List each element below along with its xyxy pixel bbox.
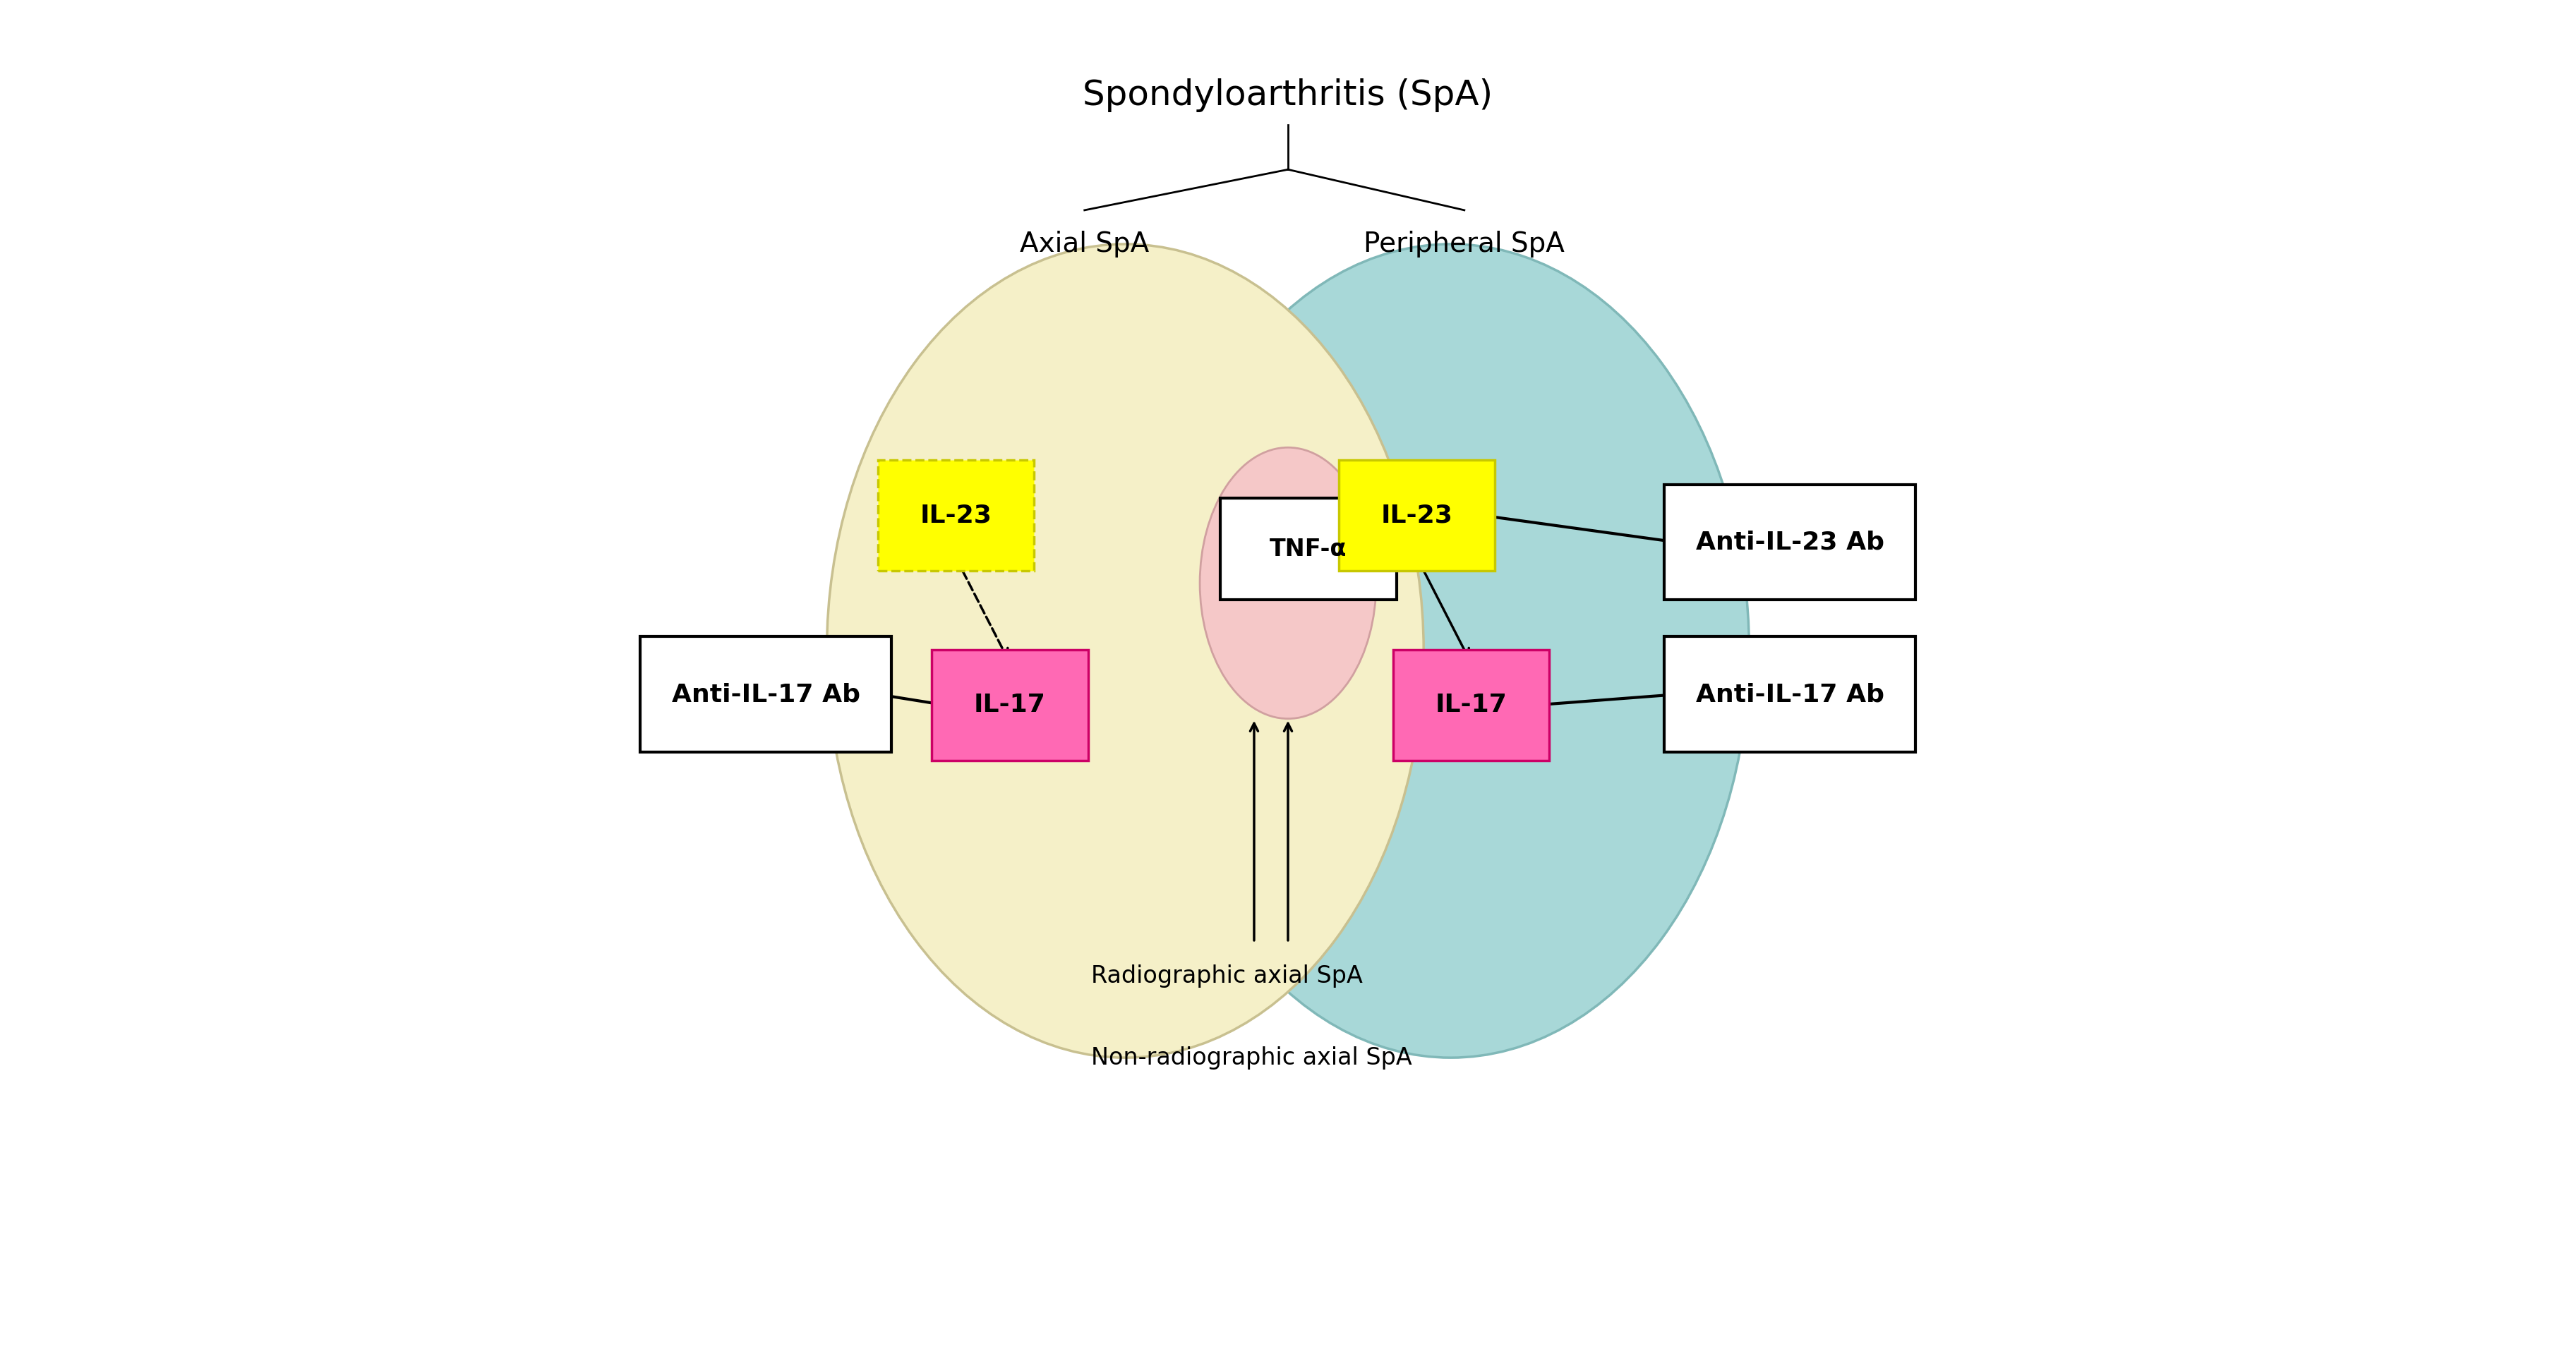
Text: IL-17: IL-17 — [974, 693, 1046, 717]
FancyBboxPatch shape — [1664, 484, 1917, 599]
Ellipse shape — [1200, 447, 1376, 719]
Text: Anti-IL-17 Ab: Anti-IL-17 Ab — [672, 682, 860, 706]
Text: TNF-α: TNF-α — [1270, 537, 1347, 561]
FancyBboxPatch shape — [933, 650, 1087, 761]
Text: Radiographic axial SpA: Radiographic axial SpA — [1092, 964, 1363, 989]
Ellipse shape — [827, 244, 1425, 1058]
Ellipse shape — [1151, 244, 1749, 1058]
Text: Spondyloarthritis (SpA): Spondyloarthritis (SpA) — [1082, 79, 1494, 111]
FancyBboxPatch shape — [878, 460, 1033, 571]
FancyBboxPatch shape — [1394, 650, 1548, 761]
Text: IL-17: IL-17 — [1435, 693, 1507, 717]
Text: IL-23: IL-23 — [1381, 503, 1453, 527]
Text: Anti-IL-23 Ab: Anti-IL-23 Ab — [1695, 530, 1883, 555]
FancyBboxPatch shape — [1664, 636, 1917, 751]
Text: Peripheral SpA: Peripheral SpA — [1363, 231, 1564, 258]
Text: Axial SpA: Axial SpA — [1020, 231, 1149, 258]
FancyBboxPatch shape — [641, 636, 891, 751]
Text: Non-radiographic axial SpA: Non-radiographic axial SpA — [1092, 1045, 1412, 1070]
Text: Anti-IL-17 Ab: Anti-IL-17 Ab — [1695, 682, 1883, 706]
FancyBboxPatch shape — [1340, 460, 1494, 571]
FancyBboxPatch shape — [1221, 498, 1396, 599]
Text: IL-23: IL-23 — [920, 503, 992, 527]
